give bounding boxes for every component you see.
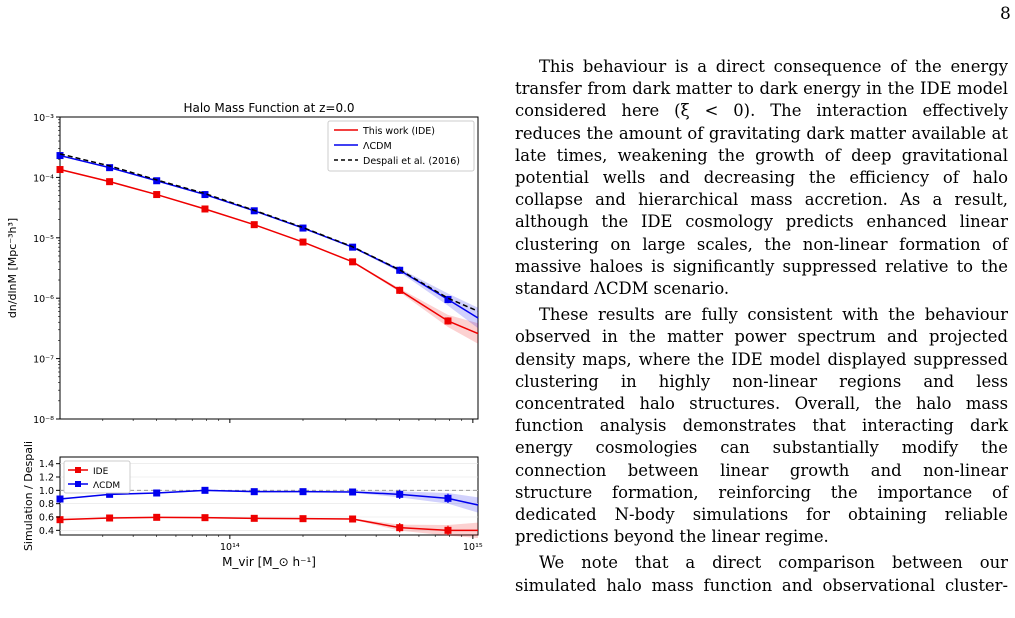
bottom-ytick-label: 0.4 xyxy=(39,526,54,537)
legend-despali-label: Despali et al. (2016) xyxy=(363,156,460,167)
top-data-marker xyxy=(299,238,307,246)
top-ytick-label: 10⁻⁸ xyxy=(33,415,54,426)
paragraph-1: This behaviour is a direct consequence o… xyxy=(515,57,1008,299)
legend-ide-label: This work (IDE) xyxy=(362,126,435,137)
bottom-series-line xyxy=(59,489,479,506)
top-panel-plot xyxy=(56,152,479,344)
bottom-data-marker xyxy=(56,516,64,524)
bottom-data-marker xyxy=(299,488,307,496)
bottom-data-marker xyxy=(444,526,452,534)
bottom-data-marker xyxy=(201,514,209,522)
bottom-data-marker xyxy=(396,490,404,498)
top-data-marker xyxy=(56,152,64,160)
bottom-data-marker xyxy=(153,513,161,521)
top-data-marker xyxy=(396,266,404,274)
top-data-marker xyxy=(396,286,404,294)
bottom-data-marker xyxy=(444,494,452,502)
top-series-line xyxy=(59,153,479,312)
paragraph-2: These results are fully consistent with … xyxy=(515,305,1008,547)
top-legend-box xyxy=(327,120,475,172)
top-legend: This work (IDE) ΛCDM Despali et al. (201… xyxy=(327,120,475,172)
body-text-column: This behaviour is a direct consequence o… xyxy=(515,56,1008,596)
bottom-legend: IDE ΛCDM xyxy=(63,460,131,494)
halo-mass-function-figure: 10⁻⁸ 10⁻⁷ 10⁻⁶ 10⁻⁵ 10⁻⁴ 10⁻³ 10¹⁴ 10¹⁵ 0.4 0.6 0.… xyxy=(6,101,483,569)
top-series-line xyxy=(59,168,479,335)
legend-bottom-lcdm-marker xyxy=(75,481,81,487)
top-data-marker xyxy=(56,166,64,174)
top-data-marker xyxy=(201,205,209,213)
bottom-data-marker xyxy=(153,489,161,497)
bottom-panel-ylabel: Simulation / Despali xyxy=(22,441,35,551)
bottom-data-marker xyxy=(250,514,258,522)
bottom-error-band xyxy=(60,516,478,538)
top-panel-ylabel: dn/dlnM [Mpc⁻³h³] xyxy=(6,218,19,318)
bottom-ytick-label: 1.2 xyxy=(39,473,54,484)
legend-lcdm-label: ΛCDM xyxy=(363,141,392,152)
bottom-data-marker xyxy=(201,486,209,494)
top-data-marker xyxy=(153,191,161,199)
x-axis-label: M_vir [M_⊙ h⁻¹] xyxy=(222,555,316,569)
top-panel-title: Halo Mass Function at z=0.0 xyxy=(183,101,354,115)
bottom-data-marker xyxy=(106,514,114,522)
legend-bottom-ide-marker xyxy=(75,467,81,473)
top-ytick-label: 10⁻⁶ xyxy=(33,294,54,305)
legend-bottom-ide-label: IDE xyxy=(93,467,109,477)
top-data-marker xyxy=(299,224,307,232)
top-data-marker xyxy=(106,164,114,172)
bottom-data-marker xyxy=(396,524,404,532)
bottom-ytick-label: 1.4 xyxy=(39,459,54,470)
legend-bottom-lcdm-label: ΛCDM xyxy=(93,481,120,491)
top-data-marker xyxy=(444,317,452,325)
bottom-data-marker xyxy=(349,488,357,496)
axes: 10⁻⁸ 10⁻⁷ 10⁻⁶ 10⁻⁵ 10⁻⁴ 10⁻³ 10¹⁴ 10¹⁵ 0.4 0.6 0.… xyxy=(33,113,483,553)
top-ytick-label: 10⁻⁷ xyxy=(33,355,54,366)
paragraph-3: We note that a direct comparison between… xyxy=(515,553,1008,595)
bottom-series-line xyxy=(59,516,478,532)
bottom-data-marker xyxy=(349,515,357,523)
page-number: 8 xyxy=(1000,4,1011,24)
bottom-data-marker xyxy=(106,490,114,498)
bottom-panel-plot xyxy=(56,463,479,538)
bottom-data-marker xyxy=(299,515,307,523)
top-ytick-label: 10⁻⁴ xyxy=(33,173,54,184)
top-data-marker xyxy=(444,296,452,304)
top-ytick-label: 10⁻⁵ xyxy=(33,234,54,245)
xtick-label: 10¹⁵ xyxy=(463,542,483,553)
bottom-ytick-label: 1.0 xyxy=(39,486,54,497)
top-data-marker xyxy=(153,177,161,185)
top-ytick-label: 10⁻³ xyxy=(33,113,54,124)
top-data-marker xyxy=(250,221,258,229)
bottom-ytick-label: 0.6 xyxy=(39,513,54,524)
top-data-marker xyxy=(349,258,357,266)
xtick-label: 10¹⁴ xyxy=(220,542,240,553)
bottom-data-marker xyxy=(56,495,64,503)
top-data-marker xyxy=(106,178,114,186)
bottom-ytick-label: 0.8 xyxy=(39,499,54,510)
top-data-marker xyxy=(201,191,209,199)
bottom-data-marker xyxy=(250,488,258,496)
